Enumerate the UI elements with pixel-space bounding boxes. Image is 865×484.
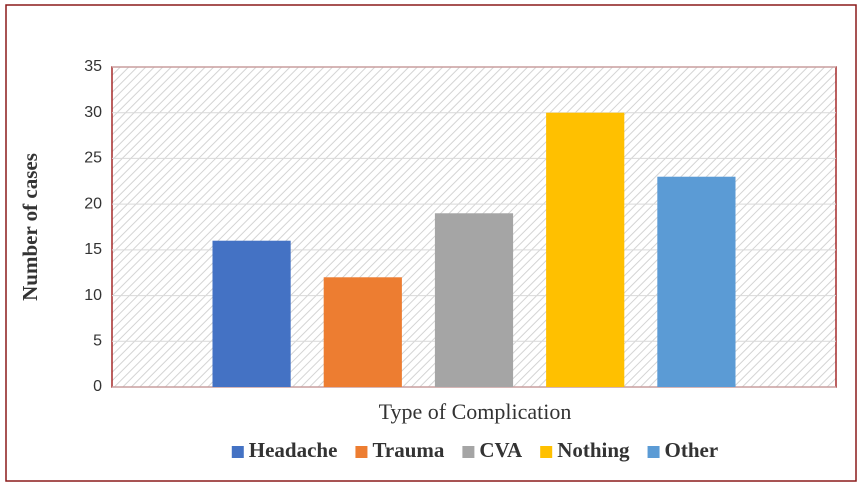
bar [657, 176, 736, 387]
y-tick-label: 0 [93, 378, 102, 395]
legend-swatch [540, 446, 553, 458]
legend-label: Other [665, 438, 719, 462]
y-tick-label: 15 [84, 241, 102, 258]
y-axis-label: Number of cases [18, 153, 42, 301]
legend-label: Trauma [372, 438, 444, 462]
y-tick-label: 30 [84, 104, 102, 121]
legend-label: Nothing [557, 438, 630, 462]
y-tick-label: 5 [93, 333, 102, 350]
legend-label: Headache [249, 438, 338, 462]
legend-swatch [355, 446, 368, 458]
x-axis-label: Type of Complication [379, 399, 572, 424]
legend-label: CVA [479, 438, 523, 462]
bar [212, 240, 291, 387]
y-tick-label: 20 [84, 195, 102, 212]
legend-swatch [462, 446, 475, 458]
y-tick-label: 25 [84, 150, 102, 167]
y-tick-label: 10 [84, 287, 102, 304]
bar [434, 213, 514, 387]
bar [323, 277, 402, 387]
legend-swatch [231, 446, 244, 458]
y-tick-label: 35 [84, 58, 102, 75]
legend-swatch [647, 446, 660, 458]
bar [546, 112, 625, 387]
